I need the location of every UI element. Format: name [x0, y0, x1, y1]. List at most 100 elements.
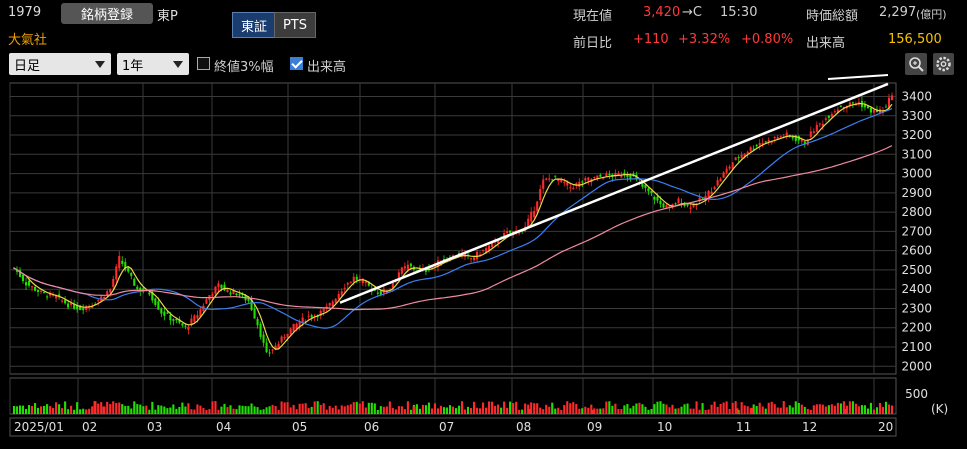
- volume-bar: [599, 408, 602, 414]
- tab-tse[interactable]: 東証: [232, 12, 276, 38]
- candle: [488, 245, 491, 251]
- volume-bar: [361, 401, 364, 414]
- volume-bar: [142, 406, 145, 414]
- settings-button[interactable]: [933, 53, 954, 75]
- candle: [352, 276, 355, 282]
- volume-bar: [818, 404, 821, 414]
- candle: [812, 131, 815, 134]
- candle: [265, 342, 268, 353]
- candle: [361, 278, 364, 284]
- volume-bar: [773, 404, 776, 414]
- volume-bar: [539, 407, 542, 414]
- volume-bar: [283, 402, 286, 414]
- candle: [37, 290, 40, 292]
- candle: [815, 124, 818, 132]
- volume-bar: [211, 401, 214, 414]
- candle: [409, 263, 412, 267]
- tab-pts[interactable]: PTS: [274, 12, 316, 38]
- candle: [292, 323, 295, 333]
- candle: [166, 312, 169, 314]
- trendline-extension: [827, 74, 889, 80]
- volume-bar: [761, 406, 764, 414]
- volume-bar: [466, 406, 470, 414]
- candle: [124, 262, 127, 270]
- candle: [286, 333, 289, 338]
- volume-bar: [875, 407, 879, 414]
- x-tick-label: 20: [878, 420, 893, 434]
- candle: [740, 154, 743, 158]
- candle: [746, 151, 749, 154]
- volume-bar: [451, 406, 455, 414]
- volume-bar: [863, 405, 866, 414]
- candle: [295, 323, 298, 329]
- checkbox-close-3pct[interactable]: [197, 57, 210, 70]
- candle: [602, 178, 605, 180]
- volume-bar: [767, 402, 770, 414]
- volume-bar: [253, 406, 256, 414]
- candle: [617, 173, 620, 176]
- checkbox-volume[interactable]: [290, 57, 303, 70]
- register-button[interactable]: 銘柄登録: [61, 3, 153, 24]
- volume-bar: [184, 406, 187, 414]
- volume-bar: [169, 407, 172, 414]
- volume-bar: [85, 409, 88, 414]
- volume-bar: [887, 404, 891, 414]
- volume-bar: [476, 407, 479, 414]
- volume-bar: [566, 401, 569, 414]
- candle: [313, 315, 316, 317]
- candle: [839, 105, 842, 108]
- volume-bar: [58, 404, 61, 414]
- candle: [857, 101, 860, 103]
- candle: [707, 190, 710, 199]
- x-tick-label: 08: [516, 420, 531, 434]
- volume-bar: [575, 404, 578, 414]
- volume-bar: [379, 406, 382, 414]
- volume-bar: [698, 409, 701, 414]
- candle: [686, 203, 689, 206]
- volume-bar: [340, 405, 343, 414]
- volume-bar: [746, 406, 749, 414]
- volume-bar: [521, 409, 524, 414]
- volume-bar: [250, 403, 253, 414]
- gear-icon: [936, 56, 951, 72]
- candle: [196, 315, 199, 319]
- candle: [752, 148, 755, 150]
- y-tick-label: 3100: [901, 147, 932, 161]
- trendline: [339, 82, 889, 304]
- volume-bar: [12, 406, 16, 414]
- candle: [608, 173, 611, 175]
- candle: [848, 102, 851, 106]
- candle: [316, 315, 319, 318]
- range-select[interactable]: 1年: [117, 53, 189, 75]
- y-tick-label: 2700: [901, 224, 932, 238]
- candle: [491, 242, 494, 248]
- candle: [163, 311, 166, 316]
- volume-bar: [524, 403, 527, 414]
- candle: [776, 137, 779, 140]
- x-tick-label: 03: [147, 420, 162, 434]
- candle: [662, 203, 665, 208]
- zoom-button[interactable]: [905, 53, 927, 75]
- candle: [259, 323, 262, 337]
- volume-bar: [268, 406, 271, 414]
- period-select[interactable]: 日足: [9, 53, 111, 75]
- candle: [659, 200, 662, 205]
- candle: [70, 302, 73, 305]
- volume-bar: [506, 407, 509, 414]
- volume-bar: [220, 406, 223, 414]
- candle: [578, 181, 581, 187]
- volume-bar: [806, 408, 809, 414]
- candle: [130, 272, 133, 277]
- volume-bar: [545, 404, 548, 414]
- candle: [21, 274, 25, 282]
- volume-bar: [46, 404, 49, 414]
- volume-bar: [337, 409, 340, 414]
- candle: [304, 320, 307, 323]
- volume-bar: [112, 401, 115, 414]
- volume-bar: [725, 401, 728, 414]
- candle: [109, 289, 112, 293]
- candle: [154, 298, 157, 305]
- candle: [289, 328, 292, 335]
- volume-bar: [482, 402, 485, 414]
